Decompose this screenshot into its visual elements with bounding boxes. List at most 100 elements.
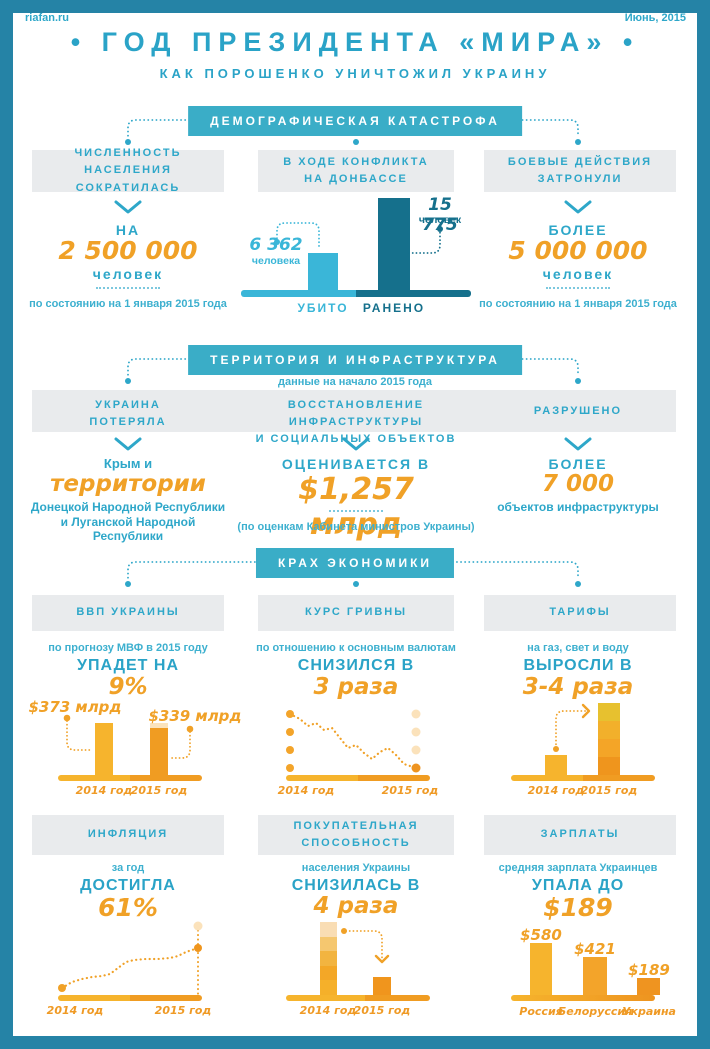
gdp-2014-label: $373 млрд	[28, 698, 122, 716]
inflation-action: ДОСТИГЛА	[80, 877, 176, 894]
chevron-down-icon	[114, 437, 142, 451]
salaries-action: УПАЛА ДО	[531, 877, 625, 894]
destroyed-unit: объектов инфраструктуры	[497, 500, 659, 514]
section-banner-territory: ТЕРРИТОРИЯ И ИНФРАСТРУКТУРА	[188, 345, 522, 375]
card-header-line: ВВП УКРАИНЫ	[76, 606, 180, 619]
card-header-line: И СОЦИАЛЬНЫХ ОБЪЕКТОВ	[255, 433, 457, 446]
population-unit: человек	[92, 266, 164, 282]
dotted-separator	[478, 287, 678, 289]
inflation-value: 61%	[98, 893, 158, 922]
restoration-value: $1,257 млрд	[298, 472, 414, 542]
category-label-killed: УБИТО	[297, 301, 349, 315]
killed-value-label: 6 362	[249, 235, 303, 255]
chart-baseline	[58, 995, 202, 1001]
bar-2015-stacked	[598, 703, 620, 775]
card-header-line: ЗАРПЛАТЫ	[540, 828, 620, 841]
year-label-2014: 2014 год	[299, 1004, 357, 1017]
dotted-arrow-up	[553, 703, 591, 752]
hryvnia-line	[286, 709, 421, 773]
category-label-ukraine: Украина	[622, 1005, 676, 1018]
card-header-line: ЧИСЛЕННОСТЬ НАСЕЛЕНИЯ	[74, 147, 182, 177]
card-header-line: КУРС ГРИВНЫ	[304, 606, 408, 619]
salaries-subtitle: средняя зарплата Украинцев	[498, 862, 658, 874]
bar-2015	[373, 977, 391, 995]
economy-connector	[125, 561, 581, 587]
chart-baseline	[511, 775, 655, 781]
chart-baseline	[286, 995, 430, 1001]
page-title: • ГОД ПРЕЗИДЕНТА «МИРА» •	[70, 27, 640, 57]
tariffs-subtitle: на газ, свет и воду	[527, 642, 629, 654]
gdp-bar-chart: $373 млрд $339 млрд 2014 год 2015 год	[28, 698, 250, 798]
bar-2015-cap	[150, 723, 168, 728]
demography-connector	[125, 119, 581, 145]
dotted-connector	[274, 222, 443, 254]
date-label: Июнь, 2015	[624, 12, 686, 24]
chart-baseline	[511, 995, 655, 1001]
wounded-value-label: 15 775	[422, 195, 458, 235]
card-header-salaries: ЗАРПЛАТЫ	[484, 815, 676, 855]
population-value: 2 500 000	[58, 236, 198, 265]
dotted-separator	[256, 510, 456, 512]
bar-ukraine	[637, 978, 660, 995]
category-label-belarus: Белоруссия	[557, 1005, 633, 1018]
purchasing-action: СНИЗИЛАСЬ В	[291, 877, 421, 894]
chevron-down-icon	[342, 437, 370, 451]
card-header-line: СОКРАТИЛАСЬ	[75, 181, 181, 194]
bar-russia	[530, 943, 552, 995]
chevron-down-icon	[564, 200, 592, 214]
destroyed-value: 7 000	[541, 471, 615, 497]
affected-prefix: БОЛЕЕ	[548, 222, 608, 238]
card-header-tariffs: ТАРИФЫ	[484, 595, 676, 631]
year-label-2014: 2014 год	[75, 784, 133, 797]
dotted-separator	[28, 287, 228, 289]
card-header-line: ЗАТРОНУЛИ	[537, 173, 623, 185]
card-header-purchasing: ПОКУПАТЕЛЬНАЯ СПОСОБНОСТЬ	[258, 815, 454, 855]
lost-line1: Крым и	[103, 456, 153, 471]
page-subtitle: КАК ПОРОШЕНКО УНИЧТОЖИЛ УКРАИНУ	[159, 66, 551, 81]
gdp-value: 9%	[108, 674, 148, 700]
hryvnia-value: 3 раза	[313, 674, 399, 700]
gdp-subtitle: по прогнозу МВФ в 2015 году	[48, 642, 208, 654]
purchasing-subtitle: населения Украины	[301, 862, 411, 874]
population-prefix: НА	[115, 222, 141, 238]
restoration-footnote: (по оценкам Кабинета министров Украины)	[237, 521, 475, 533]
section-banner-demography: ДЕМОГРАФИЧЕСКАЯ КАТАСТРОФА	[188, 106, 522, 136]
card-header-hryvnia: КУРС ГРИВНЫ	[258, 595, 454, 631]
chevron-down-icon	[564, 437, 592, 451]
inflation-line-chart: 2014 год 2015 год	[30, 918, 250, 1018]
destroyed-prefix: БОЛЕЕ	[548, 456, 608, 472]
year-label-2015: 2015 год	[130, 784, 188, 797]
year-label-2015: 2015 год	[580, 784, 638, 797]
bar-wounded	[378, 198, 410, 290]
hryvnia-line-chart: 2014 год 2015 год	[258, 698, 478, 798]
lost-line2: Донецкой Народной Республики	[30, 500, 226, 514]
dotted-connector	[63, 714, 194, 759]
chart-baseline	[241, 290, 471, 297]
salary-belarus-label: $421	[574, 940, 616, 958]
hryvnia-subtitle: по отношению к основным валютам	[256, 642, 456, 654]
casualties-bar-chart: 6 362 человека 15 775 человек УБИТО РАНЕ…	[240, 195, 472, 320]
purchasing-bar-chart: 2014 год 2015 год	[258, 918, 478, 1018]
territory-header-band	[32, 390, 676, 432]
card-header-line: ИНФЛЯЦИЯ	[87, 828, 169, 841]
card-header-line: ПОТЕРЯЛА	[89, 416, 167, 429]
year-label-2014: 2014 год	[527, 784, 585, 797]
card-header-line: ПОКУПАТЕЛЬНАЯ	[293, 819, 419, 832]
year-label-2015: 2015 год	[381, 784, 439, 797]
inflation-subtitle: за год	[111, 862, 145, 874]
card-header-gdp: ВВП УКРАИНЫ	[32, 595, 224, 631]
card-header-line: ВОССТАНОВЛЕНИЕ ИНФРАСТРУКТУРЫ	[287, 399, 425, 429]
category-label-wounded: РАНЕНО	[362, 301, 426, 315]
killed-unit-label: человека	[251, 255, 301, 267]
year-label-2015: 2015 год	[154, 1004, 212, 1017]
card-header-conflict: В ХОДЕ КОНФЛИКТА НА ДОНБАССЕ	[258, 150, 454, 192]
salary-russia-label: $580	[520, 926, 562, 944]
territory-subtitle: данные на начало 2015 года	[277, 376, 433, 388]
chevron-down-icon	[114, 200, 142, 214]
year-label-2014: 2014 год	[277, 784, 335, 797]
section-banner-economy: КРАХ ЭКОНОМИКИ	[255, 548, 455, 578]
chart-baseline	[286, 775, 430, 781]
hryvnia-action: СНИЗИЛСЯ В	[297, 657, 415, 674]
source-site-label: riafan.ru	[25, 12, 70, 24]
